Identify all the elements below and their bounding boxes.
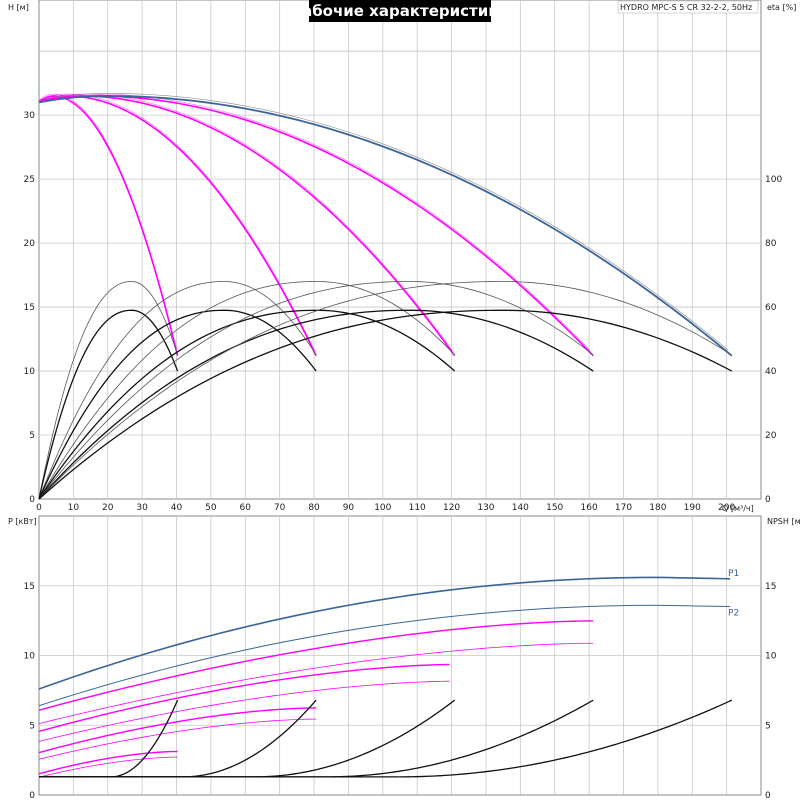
pump-power-p1-4: [38, 620, 594, 711]
npsh-tick-label: 15: [765, 582, 776, 592]
head-eta-curves: [38, 93, 733, 500]
eta-curve-4: [38, 309, 594, 500]
pump-power-p2-3: [38, 680, 450, 742]
head-tick-label: 10: [24, 367, 36, 377]
model-label: HYDRO MPC-S 5 CR 32-2-2, 50Hz: [620, 3, 752, 12]
series-label-P2: P2: [728, 609, 739, 619]
power-tick-label: 10: [24, 652, 36, 662]
power-curve-P1: [38, 576, 731, 690]
pump-power-p2-2: [38, 718, 317, 760]
pump-power-p1-1: [38, 750, 178, 775]
top-plot-frame: [38, 0, 762, 500]
head-curve-3-pumps: [38, 95, 456, 357]
eta-tick-label: 100: [765, 175, 782, 185]
head-curve-max: [38, 95, 733, 357]
npsh-tick-label: 10: [765, 652, 777, 662]
pump-power-p2-1: [38, 756, 178, 778]
eta-tick-label: 80: [765, 239, 777, 249]
bottom-grid: [39, 516, 761, 795]
npsh-curve-2: [183, 699, 317, 778]
head-axis-label: H [м]: [8, 3, 29, 12]
x-tick-label: 30: [136, 503, 148, 513]
title-background: [309, 0, 491, 22]
x-tick-label: 150: [546, 503, 563, 513]
npsh-tick-label: 5: [765, 721, 771, 731]
head-tick-label: 30: [24, 111, 36, 121]
eta-tick-label: 0: [765, 495, 771, 505]
npsh-tick-label: 0: [765, 791, 771, 800]
eta-curve-3: [38, 309, 456, 500]
head-curve-4-pumps: [38, 95, 594, 357]
eta-curve-1: [38, 309, 179, 500]
x-tick-label: 40: [171, 503, 183, 513]
npsh-axis-label: NPSH [м]: [767, 517, 800, 526]
eta-curve-light-2: [38, 281, 317, 500]
x-tick-label: 140: [512, 503, 529, 513]
eta-curve-light-5: [38, 281, 732, 500]
power-axis-label: P [кВт]: [8, 517, 37, 526]
eta-curve-light-1: [38, 281, 178, 500]
x-tick-label: 20: [102, 503, 114, 513]
x-tick-label: 180: [649, 503, 666, 513]
eta-curve-5: [38, 309, 733, 500]
eta-curve-light-3: [38, 281, 455, 500]
eta-tick-label: 60: [765, 303, 777, 313]
eta-curve-light-4: [38, 281, 594, 500]
power-tick-label: 0: [29, 791, 35, 800]
head-tick-label: 25: [24, 175, 35, 185]
head-curve-max-thin: [45, 93, 729, 351]
x-tick-label: 130: [477, 503, 494, 513]
x-tick-label: 70: [274, 503, 286, 513]
x-tick-label: 10: [68, 503, 80, 513]
x-tick-label: 200: [718, 503, 735, 513]
npsh-curve-3: [255, 699, 456, 778]
power-npsh-curves: P1 P2: [38, 569, 739, 778]
head-tick-label: 20: [24, 239, 36, 249]
eta-axis-label: eta [%]: [767, 3, 796, 12]
x-tick-label: 170: [615, 503, 632, 513]
series-label-P1: P1: [728, 569, 739, 579]
pump-power-p1-3: [38, 663, 450, 733]
model-label-box: [617, 0, 759, 14]
power-tick-label: 5: [29, 721, 35, 731]
npsh-curve-5: [399, 699, 733, 778]
x-tick-label: 0: [36, 503, 42, 513]
eta-tick-label: 20: [765, 431, 777, 441]
x-tick-label: 110: [409, 503, 426, 513]
eta-curve-2: [38, 309, 317, 500]
x-tick-label: 160: [581, 503, 598, 513]
npsh-curve-4: [327, 699, 594, 778]
head-tick-label: 0: [29, 495, 35, 505]
pump-power-p1-2: [38, 707, 317, 754]
x-tick-label: 80: [308, 503, 320, 513]
x-tick-label: 90: [343, 503, 355, 513]
tick-labels: 0 10 20 30 40 50 60 70 80 90 100 110 120 130 140 150 160…: [24, 111, 783, 800]
power-curve-P2: [38, 604, 731, 707]
head-curve-2-pumps: [38, 95, 317, 357]
x-tick-label: 120: [443, 503, 460, 513]
head-tick-label: 15: [24, 303, 35, 313]
flow-axis-label: Q [м³/ч]: [722, 504, 754, 513]
pump-power-p2-4: [38, 642, 594, 724]
npsh-curve-1: [111, 699, 179, 778]
x-tick-label: 100: [374, 503, 391, 513]
top-grid: [39, 0, 761, 499]
head-tick-label: 5: [29, 431, 35, 441]
chart-title: Рабочие характеристики: [291, 2, 509, 20]
head-curve-1-pumps: [38, 95, 179, 356]
x-tick-label: 190: [684, 503, 701, 513]
power-tick-label: 15: [24, 582, 35, 592]
eta-tick-label: 40: [765, 367, 777, 377]
x-tick-label: 50: [205, 503, 217, 513]
x-tick-label: 60: [240, 503, 252, 513]
